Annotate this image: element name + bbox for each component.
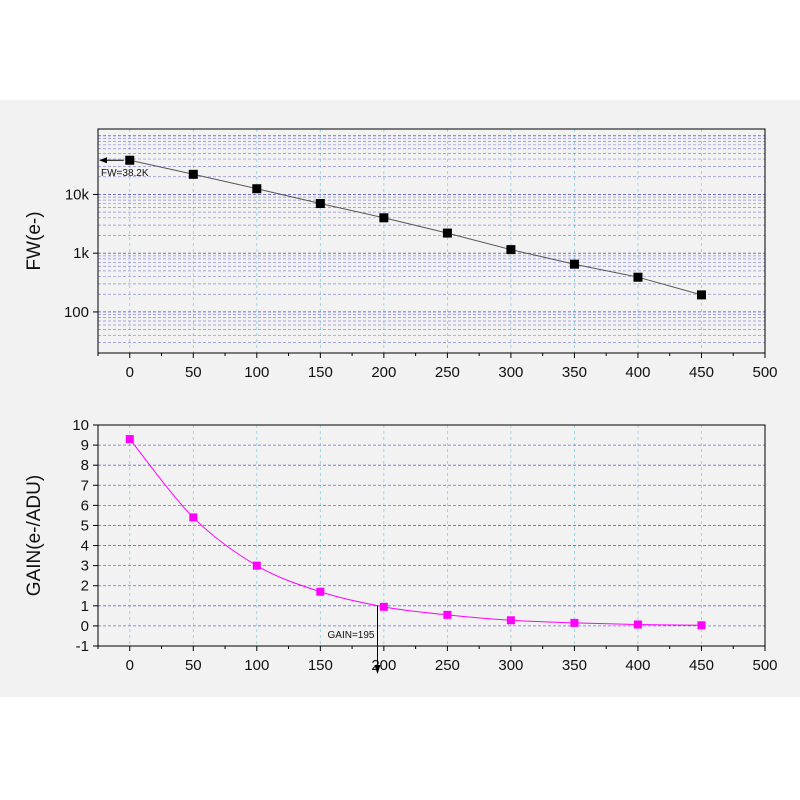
gain-x-tick-label: 250 [435,657,460,674]
fw-plot-frame [97,128,766,354]
gain-series-line [129,438,702,626]
fw-series-line [129,159,702,296]
fw-data-point [315,199,325,209]
gain-x-tick-label: 500 [752,657,777,674]
chart-gain: 0 50 100 150 200 250 300 350 400 450 500-101234567… [24,417,778,674]
fw-x-tick-label: 150 [308,364,333,381]
gain-y-tick-label: 7 [81,477,89,494]
fw-x-tick-label: 250 [435,364,460,381]
fw-x-tick-label: 350 [562,364,587,381]
fw-annotation-arrowhead [99,157,107,164]
gain-y-tick-label: 0 [81,618,89,635]
fw-data-point [252,184,262,194]
gain-y-tick-label: 2 [81,578,89,595]
gain-x-tick-label: 300 [498,657,523,674]
gain-y-axis-label: GAIN(e-/ADU) [24,475,45,596]
gain-plot-area [98,425,765,646]
fw-data-point [506,245,516,255]
gain-data-point [633,620,642,629]
fw-data-point [569,259,579,269]
gain-data-point [189,513,198,522]
fw-x-tick-label: 0 [126,364,134,381]
gain-data-point [252,561,261,570]
chart-fw: 0 50 100 150 200 250 300 350 400 450 500 100 1k 10k FW… [24,128,778,381]
gain-data-point [697,621,706,630]
gain-y-tick-label: 5 [81,517,89,534]
fw-x-tick-label: 450 [689,364,714,381]
fw-y-tick-label: 10k [65,186,90,203]
fw-plot-area [98,129,765,353]
fw-data-point [442,228,452,238]
fw-y-tick-label: 1k [73,245,89,262]
gain-data-point [316,587,325,596]
gain-y-tick-label: 6 [81,497,89,514]
fw-data-point [696,290,706,300]
gain-y-tick-label: 9 [81,437,89,454]
gain-y-tick-label: -1 [76,638,89,655]
fw-x-tick-label: 500 [752,364,777,381]
fw-y-axis-label: FW(e-) [24,211,45,270]
gain-x-tick-label: 50 [185,657,202,674]
gain-data-point [443,610,452,619]
gain-x-tick-label: 450 [689,657,714,674]
gain-x-tick-label: 150 [308,657,333,674]
gain-data-point [570,618,579,627]
gain-x-tick-label: 0 [126,657,134,674]
gain-y-tick-label: 4 [81,538,89,555]
gain-annotation-arrowhead [374,665,381,674]
fw-x-tick-label: 100 [244,364,269,381]
fw-annotation-label: FW=38.2K [101,168,149,179]
gain-data-point [125,435,134,444]
fw-x-tick-label: 400 [625,364,650,381]
fw-x-tick-label: 50 [185,364,202,381]
gain-y-tick-label: 10 [72,417,89,434]
gain-y-tick-label: 3 [81,558,89,575]
gain-x-tick-label: 350 [562,657,587,674]
fw-x-tick-label: 200 [371,364,396,381]
gain-data-point [506,616,515,625]
fw-data-point [379,213,389,223]
gain-annotation-label: GAIN=195 [328,630,375,641]
gain-y-tick-label: 1 [81,598,89,615]
gain-plot-frame [97,424,766,647]
gain-x-tick-label: 400 [625,657,650,674]
fw-x-tick-label: 300 [498,364,523,381]
gain-y-tick-label: 8 [81,457,89,474]
fw-y-tick-label: 100 [64,304,89,321]
gain-x-tick-label: 100 [244,657,269,674]
fw-data-point [633,272,643,282]
fw-data-point [188,169,198,179]
fw-data-point [125,155,135,165]
gain-data-point [379,602,388,611]
